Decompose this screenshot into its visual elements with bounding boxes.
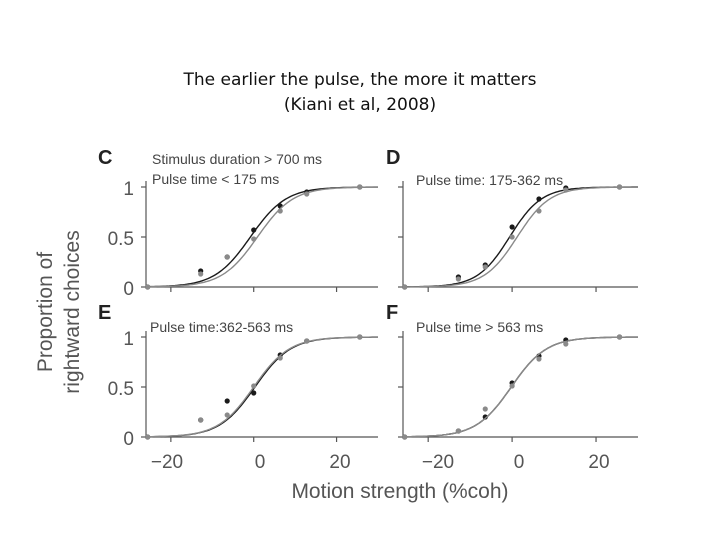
panel-annotation: Pulse time > 563 ms	[416, 319, 543, 335]
fit-curve-dark	[146, 186, 378, 288]
x-tick-label-left-20: 20	[329, 452, 350, 473]
data-point-light	[198, 417, 204, 423]
data-point-light	[616, 184, 623, 190]
panel-C: C Stimulus duration > 700 ms Pulse time < …	[98, 147, 378, 292]
data-point-light	[277, 208, 283, 214]
data-point-light	[509, 383, 515, 389]
data-point-dark	[509, 224, 515, 230]
data-point-light	[251, 236, 257, 242]
fit-curve-dark	[403, 336, 638, 438]
y-tick-label-top-1: 1	[123, 179, 134, 200]
data-point-light	[536, 356, 542, 362]
fit-curve-dark	[146, 336, 378, 438]
data-point-dark	[482, 414, 488, 420]
fit-curve-light	[146, 186, 378, 288]
y-tick-label-top-0.5: 0.5	[108, 229, 134, 250]
panel-label-D: D	[386, 147, 400, 169]
x-tick-label-right-neg20: −20	[422, 452, 454, 473]
data-point-light	[536, 208, 542, 214]
data-point-dark	[251, 390, 257, 396]
data-point-light	[482, 264, 488, 270]
panel-label-E: E	[98, 302, 111, 324]
x-tick-label-right-20: 20	[588, 452, 609, 473]
panel-D: D Pulse time: 175-362 ms	[386, 147, 638, 292]
x-tick-label-left-neg20: −20	[151, 452, 183, 473]
y-tick-label-bottom-0: 0	[123, 429, 134, 450]
y-tick-label-top-0: 0	[123, 279, 134, 300]
data-point-light	[402, 284, 408, 290]
data-point-light	[304, 191, 310, 197]
y-axis-title: Proportion of rightward choices	[34, 230, 84, 393]
panel-annotation: Pulse time: 175-362 ms	[416, 172, 563, 188]
data-point-light	[563, 187, 569, 193]
panels-layer: C Stimulus duration > 700 ms Pulse time < …	[98, 147, 638, 442]
data-point-light	[402, 434, 408, 440]
data-point-light	[482, 406, 488, 412]
panel-label-C: C	[98, 147, 112, 169]
panel-annotation: Pulse time < 175 ms	[152, 171, 279, 187]
x-tick-label-right-0: 0	[514, 452, 525, 473]
data-point-light	[145, 284, 151, 290]
data-point-light	[304, 338, 310, 344]
data-point-light	[198, 271, 204, 277]
data-point-light	[224, 412, 230, 418]
y-tick-label-bottom-0.5: 0.5	[108, 379, 134, 400]
panel-label-F: F	[386, 302, 398, 324]
data-point-light	[277, 355, 283, 361]
data-point-light	[357, 184, 363, 190]
panel-E: E Pulse time:362-563 ms	[98, 302, 378, 442]
data-point-dark	[251, 227, 257, 233]
fit-curve-light	[403, 336, 638, 438]
data-point-dark	[536, 196, 542, 202]
y-axis-title-line-2: rightward choices	[61, 230, 84, 393]
data-point-light	[616, 334, 623, 340]
data-point-light	[224, 254, 230, 260]
panel-annotation: Pulse time:362-563 ms	[150, 319, 293, 335]
x-tick-label-left-0: 0	[255, 452, 266, 473]
data-point-light	[509, 234, 515, 240]
data-point-light	[145, 434, 151, 440]
y-tick-label-bottom-1: 1	[123, 329, 134, 350]
panel-annotation: Stimulus duration > 700 ms	[152, 151, 322, 167]
slide-title-line-2: (Kiani et al, 2008)	[283, 95, 437, 115]
data-point-light	[563, 341, 569, 347]
data-point-dark	[224, 398, 230, 404]
data-point-light	[357, 334, 363, 340]
slide-title: The earlier the pulse, the more it matte…	[0, 68, 720, 118]
x-axis-title: Motion strength (%coh)	[291, 480, 508, 503]
data-point-light	[251, 383, 257, 389]
fit-curve-dark	[403, 186, 638, 288]
fit-curve-light	[145, 336, 378, 438]
data-point-light	[455, 428, 461, 434]
panel-F: F Pulse time > 563 ms	[386, 302, 638, 442]
slide-title-line-1: The earlier the pulse, the more it matte…	[183, 70, 537, 90]
data-point-light	[455, 276, 461, 282]
fit-curve-light	[403, 186, 638, 288]
y-axis-title-line-1: Proportion of	[34, 252, 57, 372]
